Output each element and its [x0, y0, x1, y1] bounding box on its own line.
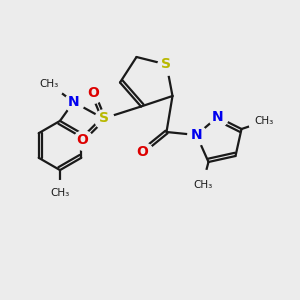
Text: CH₃: CH₃: [254, 116, 274, 127]
Text: N: N: [191, 128, 202, 142]
Text: S: S: [161, 58, 172, 71]
Text: N: N: [68, 95, 79, 109]
Text: N: N: [212, 110, 223, 124]
Text: CH₃: CH₃: [193, 179, 212, 190]
Text: O: O: [136, 145, 148, 158]
Text: CH₃: CH₃: [40, 79, 59, 89]
Text: S: S: [98, 112, 109, 125]
Text: O: O: [87, 86, 99, 100]
Text: CH₃: CH₃: [50, 188, 70, 199]
Text: O: O: [76, 133, 88, 146]
